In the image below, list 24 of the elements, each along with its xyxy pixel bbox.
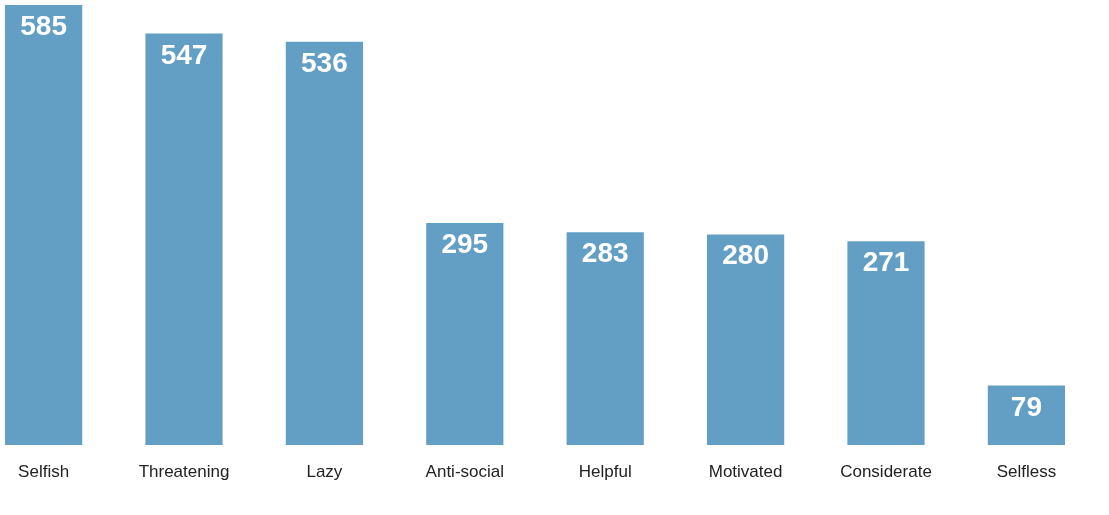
bar	[987, 385, 1065, 445]
bar	[847, 241, 925, 445]
bar	[566, 232, 644, 445]
bar	[145, 33, 223, 445]
x-tick-label: Selfless	[996, 461, 1057, 481]
data-label: 79	[1010, 390, 1042, 422]
x-tick-label: Threatening	[138, 461, 230, 481]
bar	[706, 234, 785, 445]
data-label: 271	[862, 246, 910, 278]
data-label: 280	[722, 239, 769, 271]
x-tick-label: Anti-social	[425, 461, 505, 481]
bar	[5, 5, 83, 445]
x-tick-label: Helpful	[578, 461, 632, 481]
bar	[285, 41, 364, 445]
x-tick-label: Selfish	[18, 461, 70, 481]
bar	[426, 223, 504, 445]
data-label: 585	[20, 10, 67, 41]
x-tick-label: Motivated	[708, 461, 783, 481]
x-tick-label: Considerate	[840, 461, 932, 481]
data-label: 295	[441, 228, 489, 260]
data-label: 536	[301, 46, 348, 78]
data-label: 547	[160, 38, 208, 70]
data-label: 283	[581, 237, 629, 269]
x-tick-label: Lazy	[306, 461, 343, 481]
